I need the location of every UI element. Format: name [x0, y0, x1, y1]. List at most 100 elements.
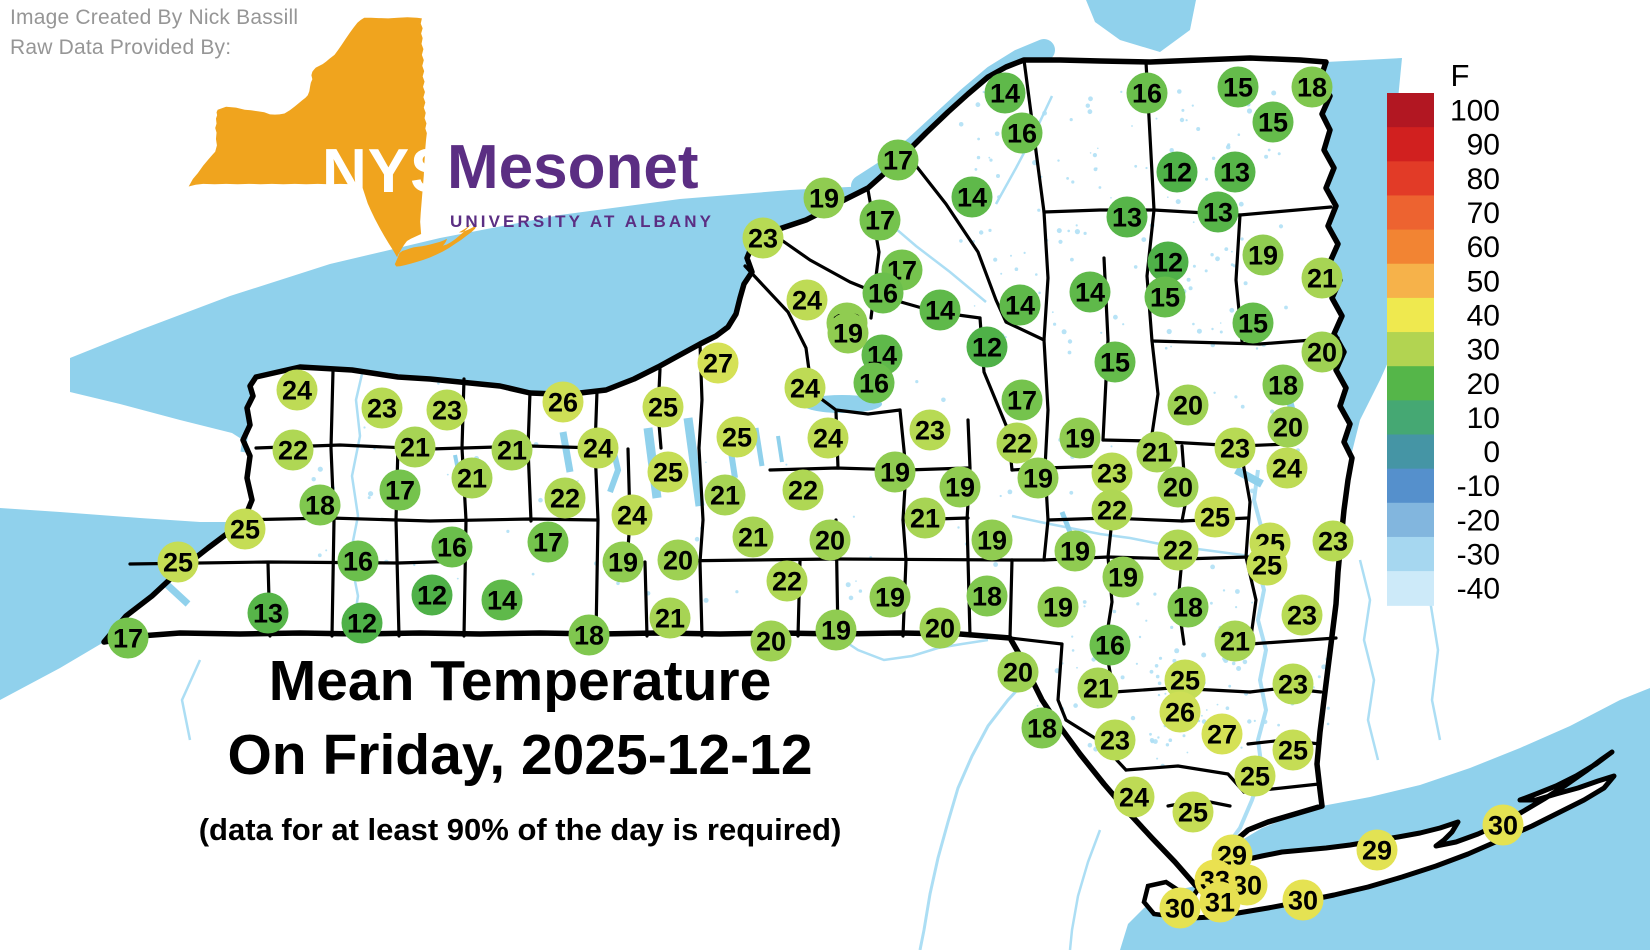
station-circle	[951, 176, 993, 218]
colorbar-tick-label: -40	[1457, 573, 1500, 606]
lake-speckle	[1067, 350, 1072, 355]
station-circle	[786, 279, 828, 321]
station-circle	[1164, 659, 1206, 701]
nj-river	[1068, 829, 1102, 950]
lake-speckle	[1085, 103, 1091, 108]
station-marker: 19	[1059, 417, 1101, 459]
lake-speckle	[855, 580, 857, 582]
station-circle	[716, 416, 758, 458]
lake-speckle	[1271, 90, 1277, 96]
station-temperature-value: 19	[977, 526, 1007, 556]
station-temperature-value: 13	[1220, 158, 1250, 188]
lake-speckle	[1157, 681, 1162, 686]
station-temperature-value: 15	[1100, 348, 1130, 378]
station-temperature-value: 15	[1258, 108, 1288, 138]
station-circle	[784, 367, 826, 409]
colorbar-tick-label: 100	[1450, 95, 1500, 128]
colorbar-tick-label: 50	[1467, 265, 1500, 298]
station-marker: 18	[966, 575, 1008, 617]
station-marker: 17	[107, 617, 149, 659]
lake-speckle	[1153, 739, 1158, 744]
lake-speckle	[1120, 90, 1123, 93]
lake-speckle	[1145, 619, 1148, 622]
station-marker: 17	[859, 199, 901, 241]
station-marker: 25	[716, 416, 758, 458]
lake-speckle	[1236, 666, 1242, 671]
lake-speckle	[1076, 666, 1078, 669]
station-circle	[919, 289, 961, 331]
station-circle	[1091, 452, 1133, 494]
station-circle	[1197, 191, 1239, 233]
station-circle	[966, 326, 1008, 368]
station-circle	[1091, 489, 1133, 531]
lake-speckle	[1317, 675, 1321, 679]
lake-speckle	[1235, 589, 1240, 594]
station-temperature-value: 13	[253, 599, 283, 629]
colorbar-segment	[1387, 161, 1434, 197]
lake-speckle	[1181, 108, 1185, 112]
lake-speckle	[1087, 109, 1093, 115]
colorbar-segment	[1387, 93, 1434, 128]
station-circle	[1094, 341, 1136, 383]
station-marker: 19	[874, 451, 916, 493]
lake-speckle	[1061, 329, 1067, 335]
station-circle	[1201, 713, 1243, 755]
station-circle	[426, 389, 468, 431]
station-marker: 20	[809, 519, 851, 561]
station-marker: 21	[704, 474, 746, 516]
station-marker: 16	[1089, 624, 1131, 666]
lake-speckle	[1067, 339, 1073, 344]
station-marker: 20	[997, 651, 1039, 693]
lake-speckle	[1210, 564, 1215, 570]
station-marker: 15	[1094, 341, 1136, 383]
station-marker: 13	[1197, 191, 1239, 233]
lake-speckle	[1164, 346, 1168, 350]
lake-speckle	[977, 137, 980, 141]
station-marker: 30	[1482, 804, 1524, 846]
colorbar-tick-label: 0	[1483, 436, 1500, 469]
lake-speckle	[1234, 395, 1238, 399]
station-marker: 19	[1102, 556, 1144, 598]
lake-speckle	[1057, 159, 1060, 162]
station-marker: 15	[1144, 276, 1186, 318]
lake-speckle	[1133, 265, 1138, 269]
lake-speckle	[1150, 740, 1154, 744]
station-marker: 21	[904, 497, 946, 539]
lake-speckle	[1229, 307, 1235, 313]
lake-speckle	[506, 529, 510, 534]
station-marker: 21	[1077, 667, 1119, 709]
station-circle	[1262, 364, 1304, 406]
station-temperature-value: 21	[710, 481, 740, 511]
lake-speckle	[1192, 221, 1195, 224]
station-temperature-value: 23	[1097, 459, 1127, 489]
station-temperature-value: 19	[1108, 563, 1138, 593]
lake-speckle	[1255, 347, 1259, 350]
station-circle	[337, 540, 379, 582]
lake-speckle	[1120, 675, 1125, 680]
lake-speckle	[1170, 345, 1172, 348]
station-marker: 25	[1194, 496, 1236, 538]
station-circle	[544, 477, 586, 519]
station-marker: 23	[1214, 427, 1256, 469]
station-circle	[527, 521, 569, 563]
station-temperature-value: 14	[487, 586, 517, 616]
station-marker: 18	[568, 614, 610, 656]
station-temperature-value: 12	[972, 333, 1002, 363]
lake-speckle	[976, 155, 981, 160]
lake-speckle	[1153, 592, 1157, 596]
lake-speckle	[1219, 330, 1223, 334]
station-marker: 15	[1252, 101, 1294, 143]
lake-speckle	[1112, 609, 1117, 614]
lake-speckle	[317, 466, 323, 472]
lake-speckle	[1267, 148, 1271, 152]
station-temperature-value: 18	[972, 582, 1002, 612]
station-marker: 19	[827, 312, 869, 354]
station-circle	[1172, 791, 1214, 833]
lake-speckle	[1158, 656, 1163, 660]
lake-speckle	[1235, 606, 1238, 609]
station-circle	[1282, 879, 1324, 921]
lake-speckle	[1242, 659, 1248, 665]
station-marker: 21	[1136, 431, 1178, 473]
station-marker: 23	[1281, 594, 1323, 636]
